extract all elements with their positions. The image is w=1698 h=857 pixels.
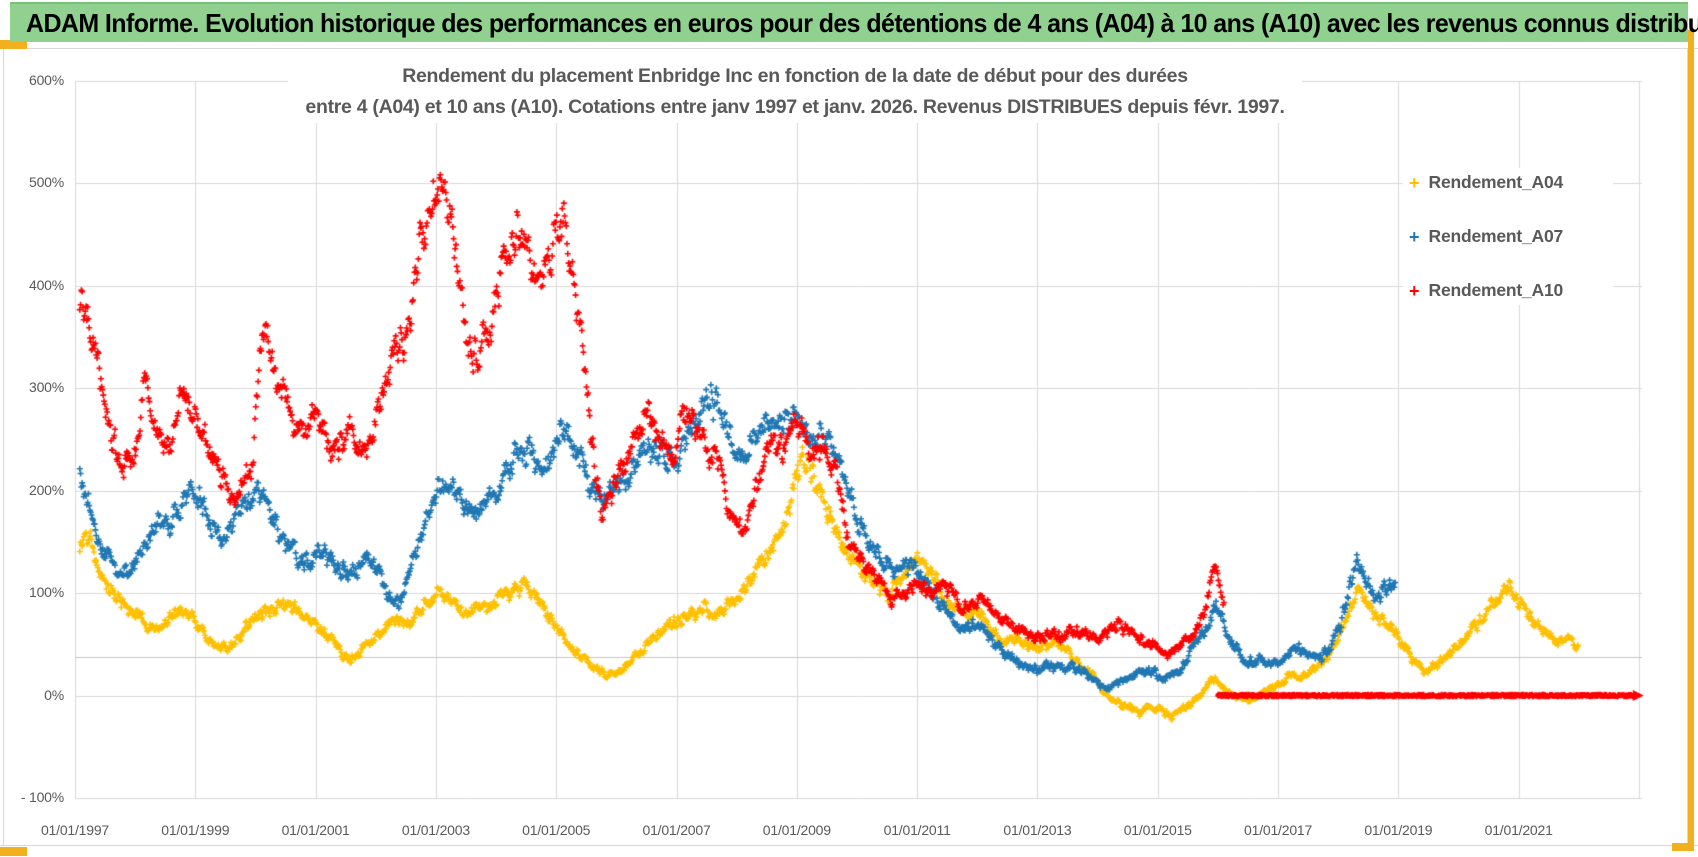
header-title: ADAM Informe. Evolution historique des p…: [26, 7, 1698, 38]
x-axis-tick-label: 01/01/2017: [1244, 822, 1313, 838]
x-axis-tick-label: 01/01/2021: [1484, 822, 1553, 838]
legend-item-a10[interactable]: + Rendement_A10: [1409, 280, 1607, 301]
x-axis-tick-label: 01/01/1999: [161, 822, 230, 838]
selection-border-right: [1688, 30, 1694, 851]
y-axis-tick-label: 600%: [28, 72, 64, 88]
legend-label: Rendement_A10: [1428, 280, 1564, 300]
plus-marker-icon: +: [1409, 172, 1420, 193]
y-axis-tick-label: 500%: [28, 174, 64, 191]
x-axis-tick-label: 01/01/2003: [401, 822, 470, 838]
selection-handle-top-left: [0, 40, 27, 49]
x-axis-tick-label: 01/01/1997: [40, 822, 110, 838]
y-axis-tick-label: - 100%: [20, 789, 64, 805]
x-axis-tick-label: 01/01/2005: [522, 822, 591, 838]
y-axis-tick-label: 0%: [44, 686, 64, 703]
y-axis-tick-label: 300%: [28, 379, 64, 396]
x-axis-tick-label: 01/01/2019: [1364, 822, 1433, 838]
chart-title-line-1: Rendement du placement Enbridge Inc en f…: [402, 65, 1188, 87]
x-axis-tick-label: 01/01/2011: [883, 822, 951, 838]
selection-handle-bottom-left: [0, 847, 27, 856]
frame-top-line: [0, 48, 1698, 49]
legend-item-a07[interactable]: + Rendement_A07: [1409, 226, 1607, 247]
y-axis-tick-label: 200%: [28, 481, 64, 498]
header-bar: ADAM Informe. Evolution historique des p…: [10, 2, 1698, 42]
plus-marker-icon: +: [1409, 226, 1420, 247]
y-axis-tick-label: 400%: [28, 276, 64, 293]
legend-label: Rendement_A07: [1428, 226, 1564, 246]
frame-left-line: [3, 48, 4, 845]
chart-legend: + Rendement_A04 + Rendement_A07 + Rendem…: [1403, 168, 1613, 305]
chart-title-line-2: entre 4 (A04) et 10 ans (A10). Cotations…: [305, 96, 1285, 118]
y-axis-tick-label: 100%: [28, 584, 64, 601]
x-axis-tick-label: 01/01/2007: [642, 822, 711, 838]
x-axis-tick-label: 01/01/2001: [281, 822, 350, 838]
x-axis-tick-label: 01/01/2013: [1003, 822, 1072, 838]
x-axis-tick-label: 01/01/2015: [1123, 822, 1192, 838]
legend-item-a04[interactable]: + Rendement_A04: [1409, 172, 1607, 193]
x-axis-tick-label: 01/01/2009: [762, 822, 831, 838]
frame-bottom-line: [0, 845, 1698, 846]
legend-label: Rendement_A04: [1428, 172, 1564, 192]
selection-handle-bottom-right: [1672, 843, 1694, 851]
plus-marker-icon: +: [1409, 280, 1420, 301]
frame-right-line: [1687, 48, 1688, 845]
chart-title: Rendement du placement Enbridge Inc en f…: [288, 61, 1302, 123]
